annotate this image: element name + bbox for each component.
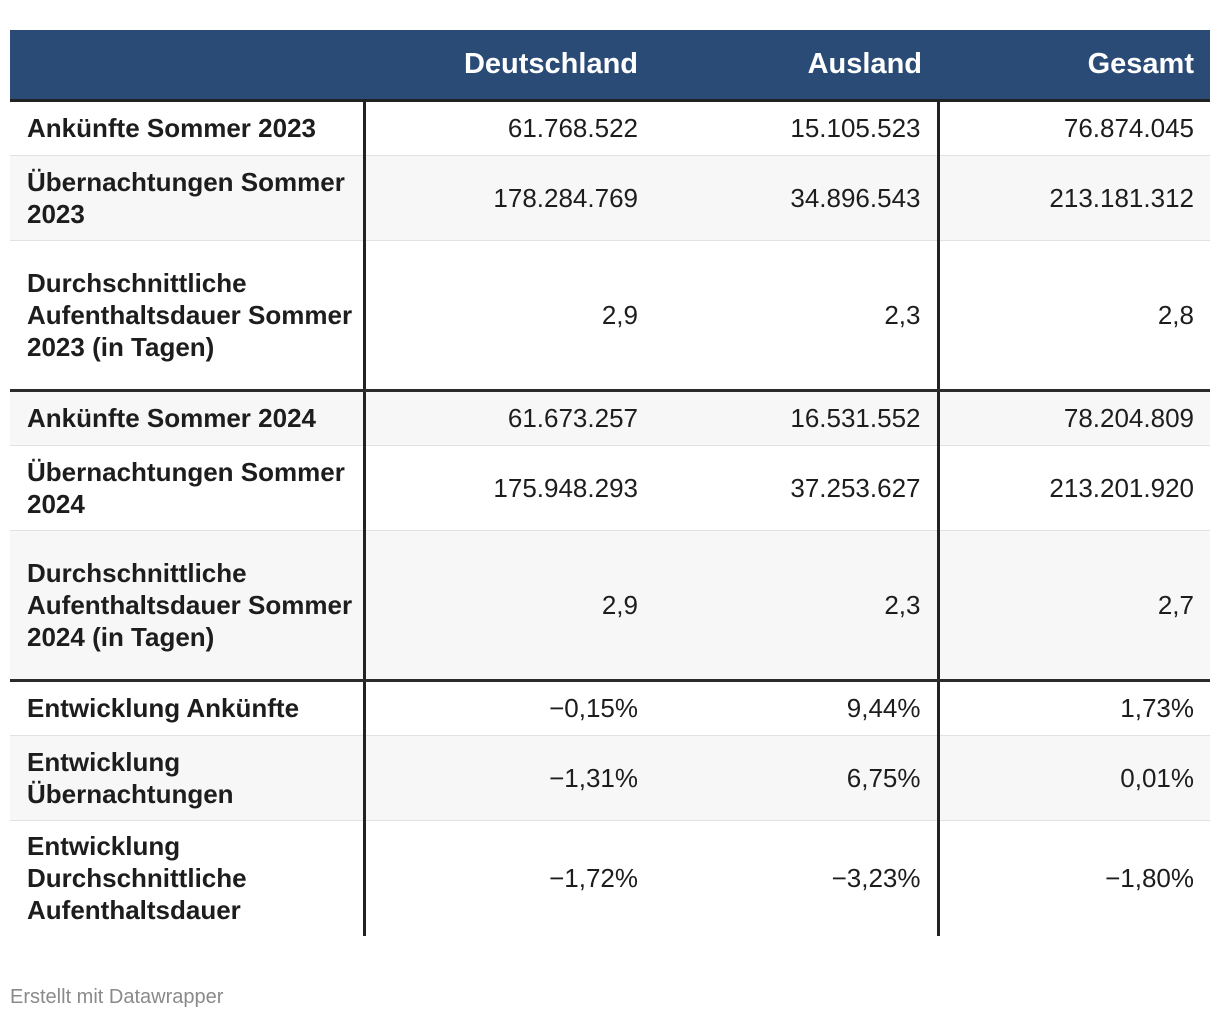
- cell-ausland: 2,3: [654, 240, 940, 392]
- cell-gesamt: 213.181.312: [938, 155, 1210, 241]
- table-row: Entwicklung Ankünfte −0,15% 9,44% 1,73%: [10, 680, 1210, 736]
- row-label: Durchschnittliche Aufenthaltsdauer Somme…: [10, 240, 366, 392]
- table-row: Entwicklung Durchschnittliche Aufenthalt…: [10, 820, 1210, 936]
- row-label: Übernachtungen Sommer 2023: [10, 155, 366, 241]
- data-table-container: Deutschland Ausland Gesamt Ankünfte Somm…: [10, 30, 1210, 936]
- cell-gesamt: 2,7: [938, 530, 1210, 682]
- cell-ausland: 2,3: [654, 530, 940, 682]
- cell-deutschland: 178.284.769: [364, 155, 654, 241]
- row-label: Entwicklung Übernachtungen: [10, 735, 366, 821]
- header-deutschland[interactable]: Deutschland: [364, 30, 654, 102]
- cell-deutschland: 175.948.293: [364, 445, 654, 531]
- row-label: Durchschnittliche Aufenthaltsdauer Somme…: [10, 530, 366, 682]
- header-ausland[interactable]: Ausland: [654, 30, 938, 102]
- cell-gesamt: 1,73%: [938, 680, 1210, 736]
- cell-ausland: 16.531.552: [654, 390, 940, 446]
- row-label: Entwicklung Ankünfte: [10, 680, 366, 736]
- cell-deutschland: 2,9: [364, 240, 654, 392]
- table-row: Ankünfte Sommer 2024 61.673.257 16.531.5…: [10, 390, 1210, 446]
- header-gesamt[interactable]: Gesamt: [938, 30, 1210, 102]
- cell-gesamt: 0,01%: [938, 735, 1210, 821]
- row-label: Entwicklung Durchschnittliche Aufenthalt…: [10, 820, 366, 936]
- cell-gesamt: 76.874.045: [938, 100, 1210, 156]
- table-row: Durchschnittliche Aufenthaltsdauer Somme…: [10, 240, 1210, 392]
- header-corner: [10, 30, 364, 102]
- table-row: Ankünfte Sommer 2023 61.768.522 15.105.5…: [10, 100, 1210, 156]
- row-label: Ankünfte Sommer 2023: [10, 100, 366, 156]
- cell-ausland: 37.253.627: [654, 445, 940, 531]
- cell-deutschland: 2,9: [364, 530, 654, 682]
- cell-ausland: 6,75%: [654, 735, 940, 821]
- row-label: Ankünfte Sommer 2024: [10, 390, 366, 446]
- cell-gesamt: 213.201.920: [938, 445, 1210, 531]
- cell-deutschland: −1,31%: [364, 735, 654, 821]
- table-row: Durchschnittliche Aufenthaltsdauer Somme…: [10, 530, 1210, 682]
- table-header-row: Deutschland Ausland Gesamt: [10, 30, 1210, 102]
- datawrapper-credit[interactable]: Erstellt mit Datawrapper: [10, 986, 224, 1008]
- cell-gesamt: −1,80%: [938, 820, 1210, 936]
- cell-deutschland: 61.768.522: [364, 100, 654, 156]
- cell-ausland: 9,44%: [654, 680, 940, 736]
- table-row: Entwicklung Übernachtungen −1,31% 6,75% …: [10, 735, 1210, 821]
- data-table: Deutschland Ausland Gesamt Ankünfte Somm…: [10, 30, 1210, 936]
- cell-gesamt: 78.204.809: [938, 390, 1210, 446]
- table-row: Übernachtungen Sommer 2023 178.284.769 3…: [10, 155, 1210, 241]
- cell-deutschland: −0,15%: [364, 680, 654, 736]
- table-row: Übernachtungen Sommer 2024 175.948.293 3…: [10, 445, 1210, 531]
- cell-deutschland: −1,72%: [364, 820, 654, 936]
- cell-ausland: −3,23%: [654, 820, 940, 936]
- cell-gesamt: 2,8: [938, 240, 1210, 392]
- cell-ausland: 15.105.523: [654, 100, 940, 156]
- cell-deutschland: 61.673.257: [364, 390, 654, 446]
- cell-ausland: 34.896.543: [654, 155, 940, 241]
- row-label: Übernachtungen Sommer 2024: [10, 445, 366, 531]
